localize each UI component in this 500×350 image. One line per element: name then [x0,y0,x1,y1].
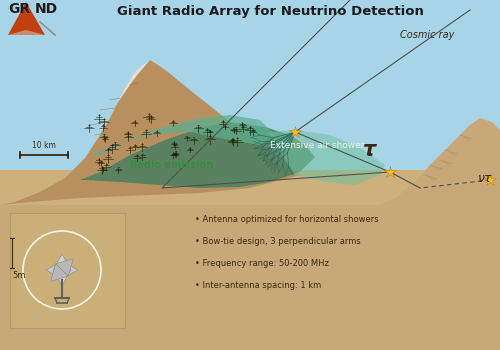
Polygon shape [0,0,500,205]
Polygon shape [80,122,315,188]
Text: Extensive air shower: Extensive air shower [270,140,364,149]
Polygon shape [90,115,275,155]
Text: • Inter-antenna spacing: 1 km: • Inter-antenna spacing: 1 km [195,281,321,290]
Polygon shape [0,170,500,205]
Text: GR: GR [8,2,30,16]
Polygon shape [8,2,45,35]
Text: Giant Radio Array for Neutrino Detection: Giant Radio Array for Neutrino Detection [116,5,424,18]
Text: • Bow-tie design, 3 perpendicular arms: • Bow-tie design, 3 perpendicular arms [195,238,361,246]
Text: ND: ND [35,2,58,16]
Polygon shape [8,30,45,35]
Text: • Frequency range: 50-200 MHz: • Frequency range: 50-200 MHz [195,259,329,268]
FancyBboxPatch shape [10,213,125,328]
Text: 5m: 5m [12,271,26,280]
Polygon shape [268,130,385,185]
Text: Radio emission: Radio emission [130,160,213,170]
Polygon shape [62,261,78,279]
Polygon shape [0,60,300,205]
Polygon shape [118,60,150,102]
Polygon shape [53,270,71,286]
Polygon shape [56,259,74,276]
Text: ντ: ντ [478,172,492,184]
Text: 10 km: 10 km [32,141,56,150]
Text: Cosmic ray: Cosmic ray [400,30,454,40]
Polygon shape [380,118,500,205]
Polygon shape [46,261,62,279]
Polygon shape [50,264,68,281]
Text: • Antenna optimized for horizontal showers: • Antenna optimized for horizontal showe… [195,216,378,224]
Polygon shape [0,170,500,350]
Text: τ: τ [364,140,376,160]
Polygon shape [53,254,71,270]
